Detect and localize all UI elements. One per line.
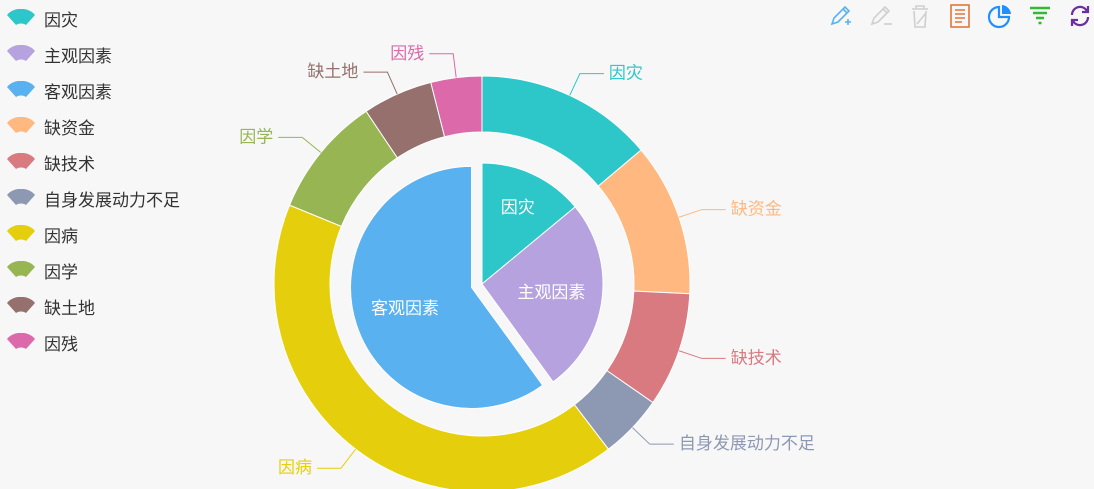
data-view-icon[interactable] xyxy=(946,2,974,30)
legend-item[interactable]: 自身发展动力不足 xyxy=(6,180,180,216)
legend-label: 因病 xyxy=(44,226,78,247)
legend-label: 因灾 xyxy=(44,10,78,31)
pie-slice[interactable] xyxy=(481,206,604,383)
legend-swatch-icon xyxy=(7,81,35,97)
donut-segment-label: 缺土地 xyxy=(307,62,358,82)
leader-line xyxy=(363,71,398,95)
legend-item[interactable]: 因灾 xyxy=(6,0,180,36)
legend-swatch-icon xyxy=(7,45,35,61)
legend-label: 因学 xyxy=(44,262,78,283)
donut-segment-label: 缺技术 xyxy=(731,348,782,368)
legend-label: 主观因素 xyxy=(44,46,112,67)
pie-slice[interactable] xyxy=(350,165,544,409)
refresh-icon[interactable] xyxy=(1066,2,1094,30)
legend-item[interactable]: 缺技术 xyxy=(6,144,180,180)
legend-item[interactable]: 因学 xyxy=(6,252,180,288)
legend-item[interactable]: 缺土地 xyxy=(6,288,180,324)
mark-clear-icon[interactable] xyxy=(906,2,934,30)
pie-slice-label: 因灾 xyxy=(501,198,535,218)
leader-line xyxy=(317,448,356,469)
legend-swatch-icon xyxy=(7,297,35,313)
mark-undo-icon[interactable] xyxy=(866,2,894,30)
pie-chart-icon[interactable] xyxy=(986,2,1014,30)
legend-swatch-icon xyxy=(7,9,35,25)
legend-swatch-icon xyxy=(7,225,35,241)
legend-item[interactable]: 主观因素 xyxy=(6,36,180,72)
legend-swatch-icon xyxy=(7,261,35,277)
donut-segment-label: 因学 xyxy=(239,127,273,147)
mark-pen-icon[interactable] xyxy=(826,2,854,30)
leader-line xyxy=(429,53,457,78)
legend-swatch-icon xyxy=(7,153,35,169)
legend-item[interactable]: 客观因素 xyxy=(6,72,180,108)
legend: 因灾主观因素客观因素缺资金缺技术自身发展动力不足 因病因学缺土地因残 xyxy=(6,0,180,360)
legend-label: 客观因素 xyxy=(44,82,112,103)
donut-segment-label: 因灾 xyxy=(609,64,643,84)
toolbox xyxy=(826,2,1094,30)
leader-line xyxy=(278,136,322,153)
legend-swatch-icon xyxy=(7,333,35,349)
legend-label: 缺土地 xyxy=(44,298,95,319)
legend-item[interactable]: 缺资金 xyxy=(6,108,180,144)
legend-item[interactable]: 因病 xyxy=(6,216,180,252)
donut-segment-label: 自身发展动力不足 xyxy=(679,434,815,454)
donut-segment-label: 缺资金 xyxy=(731,200,782,220)
leader-line xyxy=(569,73,604,96)
legend-label: 缺资金 xyxy=(44,118,95,139)
leader-line xyxy=(632,427,674,445)
leader-line xyxy=(678,209,726,218)
legend-item[interactable]: 因残 xyxy=(6,324,180,360)
donut-segment-label: 因残 xyxy=(390,44,424,64)
leader-line xyxy=(678,350,726,359)
pie-slice-label: 客观因素 xyxy=(371,299,439,319)
funnel-icon[interactable] xyxy=(1026,2,1054,30)
donut-segment[interactable] xyxy=(430,75,483,138)
donut-segment-label: 因病 xyxy=(278,458,312,478)
pie-slice[interactable] xyxy=(481,162,576,286)
legend-swatch-icon xyxy=(7,189,35,205)
legend-swatch-icon xyxy=(7,117,35,133)
pie-slice-label: 主观因素 xyxy=(517,283,585,303)
legend-label: 自身发展动力不足 xyxy=(44,190,180,211)
donut-segment[interactable] xyxy=(273,204,610,489)
legend-label: 因残 xyxy=(44,334,78,355)
legend-label: 缺技术 xyxy=(44,154,95,175)
